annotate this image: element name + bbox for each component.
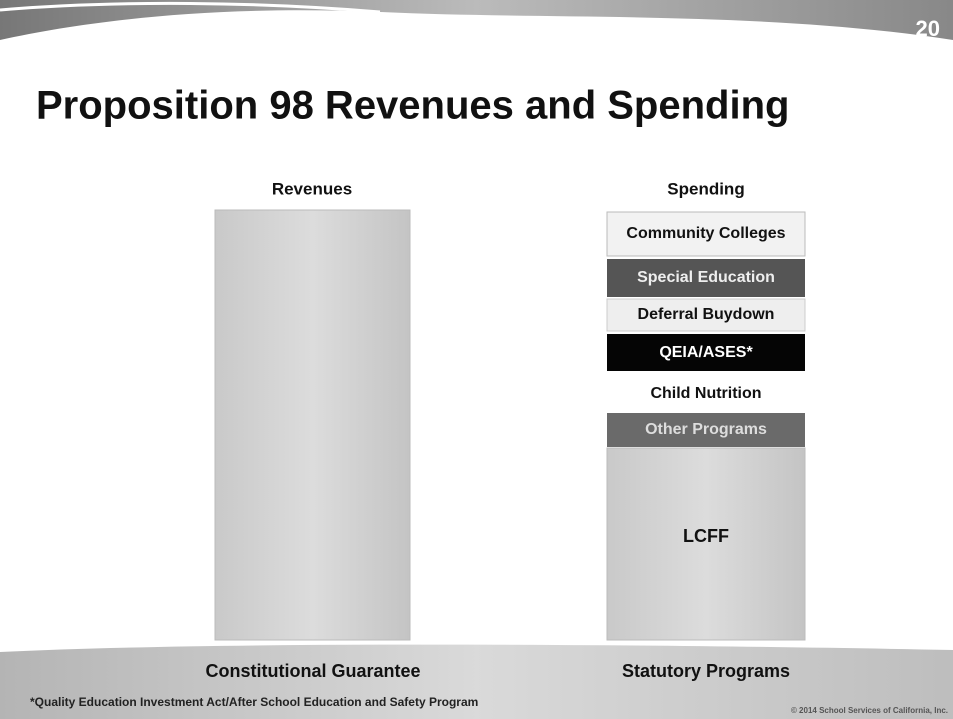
- footnote: *Quality Education Investment Act/After …: [30, 695, 478, 709]
- segment-label: Community Colleges: [626, 225, 785, 242]
- segment: [607, 413, 805, 447]
- segment-label: Special Education: [637, 269, 775, 286]
- segment-label: QEIA/ASES*: [659, 344, 753, 361]
- segment: [607, 374, 805, 412]
- segment-label: Deferral Buydown: [638, 306, 775, 323]
- bottom-wave: [0, 644, 953, 719]
- segment-label: LCFF: [683, 526, 729, 546]
- page-number: 20: [916, 16, 940, 41]
- top-wave: [0, 0, 953, 40]
- segment: [607, 334, 805, 371]
- column-footer: Constitutional Guarantee: [205, 661, 420, 681]
- top-wave-line: [0, 1, 381, 14]
- column-heading: Revenues: [272, 179, 352, 198]
- segment: [606, 447, 806, 641]
- copyright: © 2014 School Services of California, In…: [791, 706, 948, 715]
- segment-label: Other Programs: [645, 421, 767, 438]
- column-footer: Statutory Programs: [622, 661, 790, 681]
- segment-label: Child Nutrition: [650, 385, 761, 402]
- title: Proposition 98 Revenues and Spending: [36, 84, 789, 128]
- segment: [607, 259, 805, 297]
- revenue-bar: [214, 209, 411, 641]
- segment: [606, 211, 806, 257]
- column-heading: Spending: [667, 179, 744, 198]
- segment: [606, 298, 806, 332]
